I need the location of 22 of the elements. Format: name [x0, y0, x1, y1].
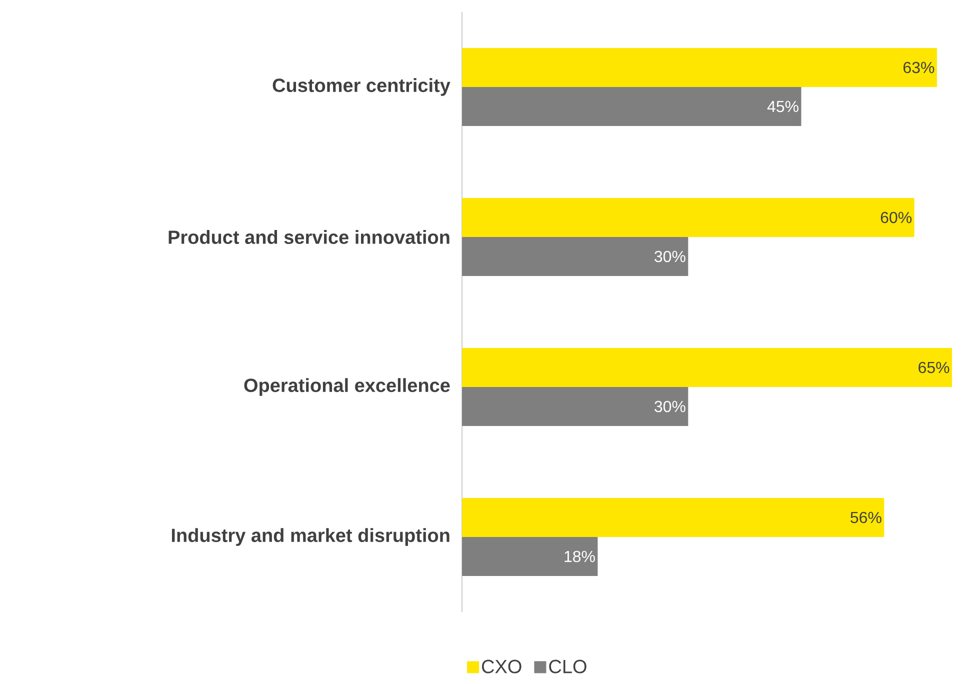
y-tick-label: Industry and market disruption	[172, 528, 450, 546]
data-label: 63%	[904, 62, 934, 74]
data-label: 60%	[880, 212, 912, 224]
y-tick-label: Product and service innovation	[168, 230, 450, 244]
bar	[462, 348, 952, 387]
bar	[462, 198, 914, 237]
bar	[462, 236, 688, 276]
legend-label: CLO	[549, 660, 586, 674]
bar	[462, 498, 884, 537]
data-label: 30%	[654, 400, 686, 412]
y-tick-label: Customer centricity	[272, 78, 450, 96]
bar	[462, 386, 688, 426]
bar	[462, 86, 802, 126]
data-label: 18%	[564, 550, 595, 562]
data-label: 45%	[767, 100, 798, 112]
y-tick-label: Operational excellence	[244, 378, 450, 396]
legend-label: CXO	[482, 660, 522, 674]
data-label: 30%	[654, 250, 686, 262]
data-label: 56%	[850, 512, 882, 524]
bar	[462, 48, 937, 87]
data-label: 65%	[918, 362, 950, 374]
bar	[462, 536, 598, 576]
